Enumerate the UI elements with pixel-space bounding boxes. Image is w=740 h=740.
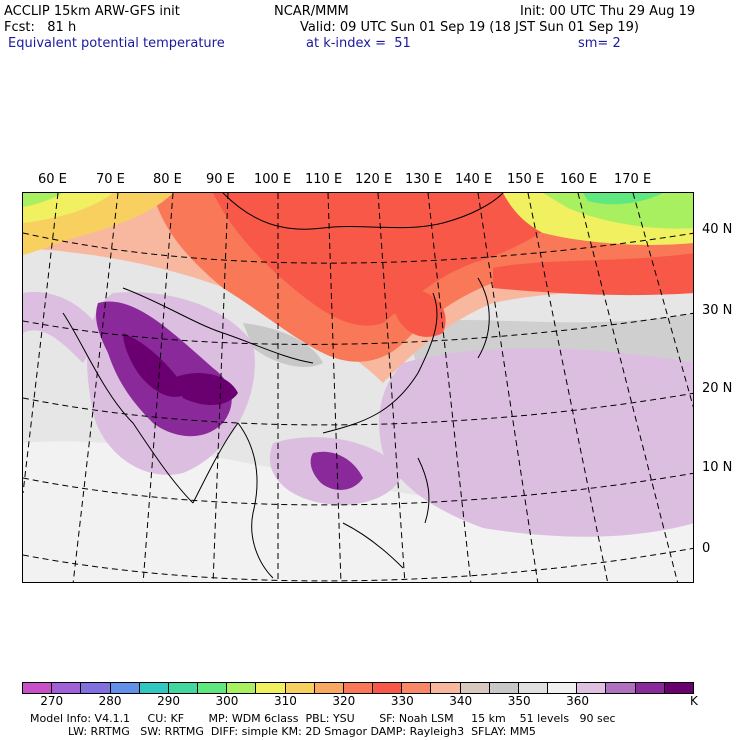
init-time: Init: 00 UTC Thu 29 Aug 19 xyxy=(520,4,696,19)
coast-india-west xyxy=(62,312,194,504)
lon-label-170e: 170 E xyxy=(614,172,652,187)
lon-label-130e: 130 E xyxy=(405,172,443,187)
colorbar-unit: K xyxy=(690,694,698,708)
meridian-120e xyxy=(377,193,406,582)
colorbar-swatch xyxy=(227,683,257,693)
colorbar-tick-label: 360 xyxy=(566,694,590,708)
coast-china xyxy=(322,292,438,434)
meridian-130e xyxy=(427,193,472,582)
field-title: Equivalent potential temperature xyxy=(8,36,225,51)
lon-label-80e: 80 E xyxy=(153,172,182,187)
lon-label-110e: 110 E xyxy=(305,172,343,187)
field-red-core xyxy=(213,193,583,326)
field-green-ne xyxy=(543,193,693,229)
smoothing-label: sm= 2 xyxy=(578,36,621,51)
colorbar-swatch xyxy=(256,683,286,693)
map-panel xyxy=(22,192,694,583)
colorbar-swatch xyxy=(23,683,53,693)
meridian-150e xyxy=(527,193,609,582)
meridian-80e xyxy=(142,193,174,582)
colorbar-swatch xyxy=(606,683,636,693)
meridian-70e xyxy=(72,193,119,582)
colorbar-swatch xyxy=(343,683,374,693)
field-brightgreen-ne xyxy=(583,193,663,205)
lat-label-10n: 10 N xyxy=(702,460,733,475)
field-gray-tibet xyxy=(243,323,323,368)
colorbar-swatch xyxy=(110,683,140,693)
lon-label-90e: 90 E xyxy=(206,172,235,187)
colorbar-tick-label: 290 xyxy=(157,694,180,708)
coast-borneo xyxy=(342,522,404,569)
lon-label-60e: 60 E xyxy=(38,172,67,187)
colorbar-swatch xyxy=(548,683,578,693)
lon-label-150e: 150 E xyxy=(507,172,545,187)
coast-indochina xyxy=(237,422,274,579)
colorbar-swatch xyxy=(518,683,549,693)
colorbar-swatch xyxy=(168,683,199,693)
lon-label-70e: 70 E xyxy=(96,172,125,187)
lat-label-40n: 40 N xyxy=(702,222,733,237)
model-title: ACCLIP 15km ARW-GFS init xyxy=(4,4,180,19)
map-field xyxy=(23,193,693,582)
coast-japan xyxy=(477,277,490,359)
coast-philippines xyxy=(417,457,430,524)
colorbar-swatch xyxy=(431,683,461,693)
meridian-140e xyxy=(477,193,539,582)
lon-label-100e: 100 E xyxy=(254,172,292,187)
colorbar-swatch xyxy=(635,683,665,693)
field-red-east-china xyxy=(395,288,446,337)
colorbar-swatch xyxy=(81,683,111,693)
model-info-line2: LW: RRTMG SW: RRTMG DIFF: simple KM: 2D … xyxy=(68,725,536,738)
field-darkpurple-india xyxy=(123,333,188,397)
lat-label-20n: 20 N xyxy=(702,381,733,396)
field-red-japan-band xyxy=(493,253,693,296)
colorbar-swatch xyxy=(314,683,344,693)
meridian-60e xyxy=(23,193,59,494)
colorbar-tick-label: 280 xyxy=(98,694,122,708)
colorbar-swatch xyxy=(577,683,607,693)
meridian-110e xyxy=(327,193,342,582)
colorbar-tick-label: 310 xyxy=(273,694,297,708)
coast-india-east xyxy=(192,422,239,504)
colorbar-swatch xyxy=(52,683,82,693)
colorbar-tick-label: 300 xyxy=(215,694,239,708)
colorbar-tick-label: 340 xyxy=(449,694,473,708)
lat-label-30n: 30 N xyxy=(702,303,733,318)
colorbar-tick-label: 270 xyxy=(40,694,64,708)
field-lavender-pacific xyxy=(379,348,693,537)
field-green-nw xyxy=(23,193,63,207)
meridian-90e xyxy=(212,193,229,582)
graticule xyxy=(23,193,693,582)
meridian-170e xyxy=(632,193,693,408)
lon-label-140e: 140 E xyxy=(455,172,493,187)
level-label: at k-index = 51 xyxy=(306,36,411,51)
field-low-band xyxy=(23,441,693,582)
colorbar-tick-label: 330 xyxy=(390,694,414,708)
colorbar-swatch xyxy=(402,683,432,693)
model-info-line1: Model Info: V4.1.1 CU: KF MP: WDM 6class… xyxy=(30,712,616,725)
lon-label-160e: 160 E xyxy=(560,172,598,187)
field-purple-scs xyxy=(310,451,363,490)
lon-label-120e: 120 E xyxy=(355,172,393,187)
colorbar-swatch xyxy=(460,683,490,693)
border-mongolia xyxy=(222,193,504,230)
colorbar-swatch xyxy=(664,683,693,693)
colorbar-swatch xyxy=(198,683,228,693)
colorbar-swatch xyxy=(373,683,403,693)
field-darkpurple-bengal xyxy=(173,373,238,405)
colorbar-swatch xyxy=(139,683,169,693)
valid-time: Valid: 09 UTC Sun 01 Sep 19 (18 JST Sun … xyxy=(300,20,639,35)
lat-label-0: 0 xyxy=(702,541,711,556)
colorbar xyxy=(22,682,694,694)
colorbar-swatch xyxy=(285,683,315,693)
institution-label: NCAR/MMM xyxy=(274,4,349,19)
colorbar-tick-label: 350 xyxy=(507,694,531,708)
colorbar-tick-label: 320 xyxy=(332,694,356,708)
forecast-hour: Fcst: 81 h xyxy=(4,20,77,35)
colorbar-swatch xyxy=(489,683,519,693)
meridian-160e xyxy=(577,193,679,582)
